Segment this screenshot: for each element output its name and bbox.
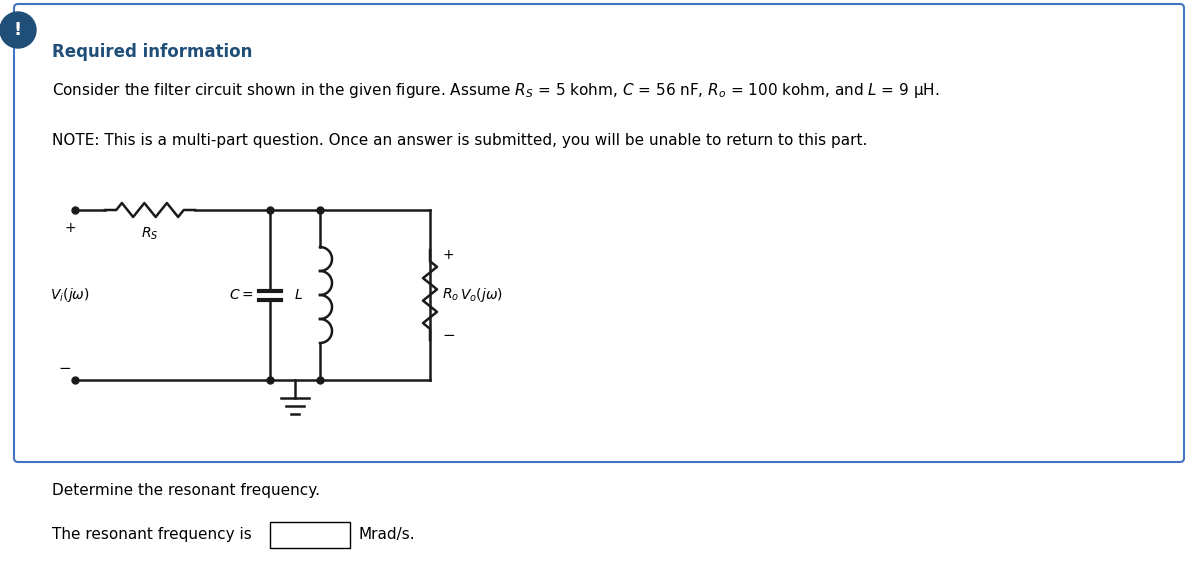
Text: Mrad/s.: Mrad/s. xyxy=(358,527,415,542)
Text: $R_o$: $R_o$ xyxy=(442,287,460,303)
Text: −: − xyxy=(442,328,455,343)
Text: $R_S$: $R_S$ xyxy=(142,226,158,242)
Text: Determine the resonant frequency.: Determine the resonant frequency. xyxy=(52,483,320,497)
Text: $V_i(j\omega)$: $V_i(j\omega)$ xyxy=(50,286,90,304)
Text: The resonant frequency is: The resonant frequency is xyxy=(52,527,252,542)
Text: +: + xyxy=(64,221,76,235)
Text: −: − xyxy=(59,361,71,376)
Text: $V_o(j\omega)$: $V_o(j\omega)$ xyxy=(460,286,503,304)
Text: +: + xyxy=(442,248,454,262)
Text: $C=$: $C=$ xyxy=(229,288,254,302)
FancyBboxPatch shape xyxy=(270,522,350,548)
Text: $L$: $L$ xyxy=(294,288,302,302)
FancyBboxPatch shape xyxy=(14,4,1184,462)
Text: Required information: Required information xyxy=(52,43,252,61)
Text: !: ! xyxy=(14,21,22,39)
Text: NOTE: This is a multi-part question. Once an answer is submitted, you will be un: NOTE: This is a multi-part question. Onc… xyxy=(52,133,868,147)
Circle shape xyxy=(0,12,36,48)
Text: Consider the filter circuit shown in the given figure. Assume $R_S$ = 5 kohm, $C: Consider the filter circuit shown in the… xyxy=(52,80,940,100)
